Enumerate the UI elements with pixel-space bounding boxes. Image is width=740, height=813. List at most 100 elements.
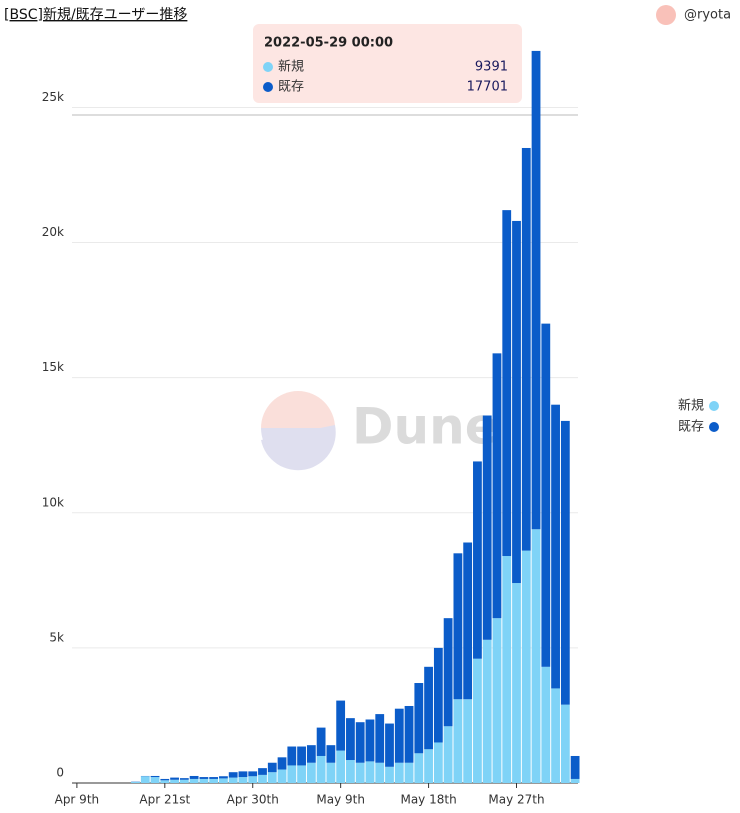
tooltip-box [253, 24, 522, 103]
bar [443, 618, 453, 727]
bar [463, 699, 473, 783]
bar [355, 762, 365, 783]
y-tick-label: 10k [42, 495, 64, 509]
bar [277, 769, 287, 783]
watermark-text: Dune [352, 398, 499, 456]
bar [502, 210, 512, 557]
bar [482, 639, 492, 783]
bar [316, 727, 326, 756]
legend-dot [709, 401, 719, 411]
bar [258, 774, 267, 783]
bar [365, 719, 375, 762]
bar [355, 722, 365, 763]
bar [424, 666, 433, 750]
bar [346, 718, 355, 761]
user-name: @ryota [684, 8, 731, 23]
bar [570, 755, 580, 779]
x-tick-label: Apr 21st [139, 793, 190, 807]
bar [150, 777, 160, 783]
bar [473, 461, 482, 659]
bar [394, 762, 404, 783]
tooltip-dot [263, 62, 273, 72]
bar [306, 745, 316, 763]
bar [189, 778, 199, 783]
bar [248, 771, 258, 777]
bar [502, 556, 512, 783]
bar [287, 746, 297, 766]
bar [219, 778, 228, 783]
bar [551, 404, 560, 689]
bar [346, 760, 355, 783]
bar [570, 778, 580, 783]
bar [375, 714, 385, 763]
bar [267, 762, 277, 773]
bar [150, 775, 160, 778]
bar [306, 762, 316, 783]
bar [199, 777, 209, 779]
bar [463, 542, 473, 700]
bar [375, 762, 385, 783]
bar [179, 778, 189, 780]
bar [394, 708, 404, 763]
bar [482, 415, 492, 640]
bar [140, 776, 150, 783]
bar [170, 777, 179, 780]
tooltip-dot [263, 82, 273, 92]
bar [160, 780, 170, 783]
bar [531, 50, 541, 530]
bar [238, 777, 248, 783]
bar [209, 778, 219, 783]
bar [433, 647, 443, 743]
tooltip-date: 2022-05-29 00:00 [264, 36, 393, 51]
bar [228, 772, 238, 778]
bar [336, 700, 346, 751]
legend-label: 新規 [678, 398, 704, 414]
bar [385, 766, 394, 783]
watermark: Dune [261, 391, 499, 471]
bar [131, 781, 140, 783]
tooltip-value: 17701 [467, 80, 508, 95]
bar [385, 723, 394, 767]
x-tick-label: Apr 30th [227, 793, 279, 807]
y-tick-label: 5k [49, 630, 64, 644]
bar [316, 755, 326, 783]
bar [287, 765, 297, 783]
bar [199, 778, 209, 783]
bar [541, 666, 551, 783]
bar [492, 618, 502, 783]
bar [404, 705, 414, 763]
bar [248, 776, 258, 783]
chart-title: [BSC]新規/既存ユーザー推移 [4, 7, 187, 23]
legend-label: 既存 [678, 420, 704, 435]
bar [170, 779, 179, 783]
y-tick-label: 15k [42, 360, 64, 374]
bar [424, 749, 433, 783]
bar [267, 772, 277, 783]
bar [219, 776, 228, 779]
tooltip-value: 9391 [475, 60, 508, 75]
avatar [656, 5, 676, 25]
bar [453, 553, 463, 700]
bar [551, 688, 560, 783]
bar [258, 768, 267, 775]
y-tick-label: 20k [42, 225, 64, 239]
bar [189, 775, 199, 779]
bar [473, 658, 482, 783]
bar [453, 699, 463, 783]
legend-dot [709, 422, 719, 432]
bar [433, 742, 443, 783]
bar [209, 777, 219, 779]
bar [492, 353, 502, 619]
x-tick-label: May 27th [488, 793, 544, 807]
tooltip-label: 新規 [278, 59, 304, 75]
bar [297, 765, 306, 783]
bar [531, 529, 541, 783]
x-tick-label: May 18th [400, 793, 456, 807]
x-tick-label: Apr 9th [55, 793, 100, 807]
bar [238, 771, 248, 778]
bar [277, 757, 287, 770]
bar [560, 704, 570, 783]
tooltip: 2022-05-29 00:00 [253, 24, 522, 103]
bar [297, 746, 306, 766]
